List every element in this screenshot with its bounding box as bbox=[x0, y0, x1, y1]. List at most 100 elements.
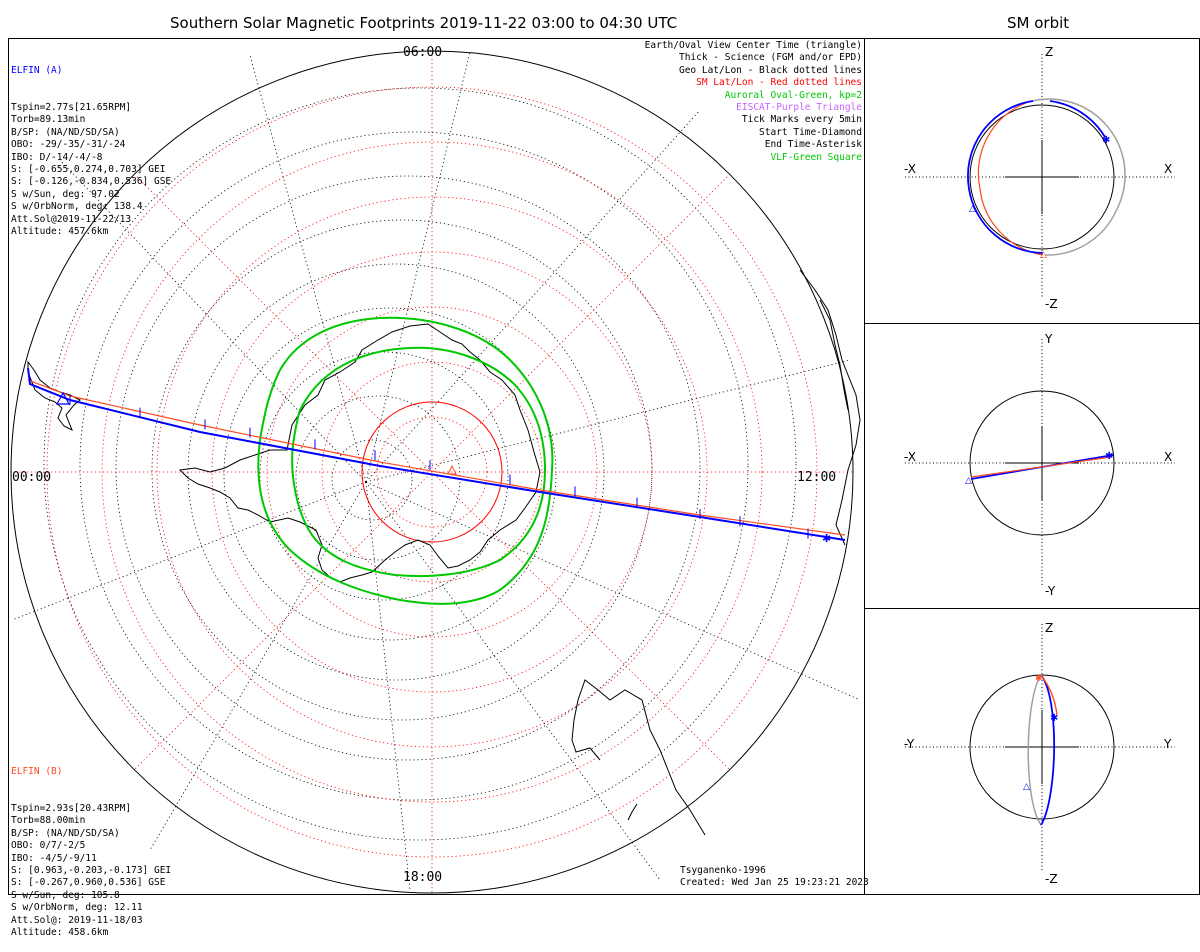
probe-b-lines: Tspin=2.93s[20.43RPM] Torb=88.00min B/SP: … bbox=[11, 803, 171, 939]
legend-entry: Earth/Oval View Center Time (triangle) bbox=[644, 40, 862, 51]
info-line: S w/OrbNorm, deg: 138.4 bbox=[11, 201, 143, 213]
legend-entry: Start Time-Diamond bbox=[759, 126, 862, 138]
panel1-top-label: Z bbox=[1045, 45, 1054, 59]
start-marker: △ bbox=[965, 476, 972, 486]
geo-meridian bbox=[365, 481, 411, 891]
end-asterisk: ✱ bbox=[822, 532, 831, 545]
info-line: S: [-0.655,0.274,0.703] GEI bbox=[11, 164, 166, 176]
sm-lat-circle bbox=[266, 306, 598, 638]
info-line: S: [-0.126,-0.834,0.536] GSE bbox=[11, 176, 172, 188]
geo-meridian bbox=[365, 481, 661, 881]
view-center-triangle bbox=[447, 464, 457, 475]
mlt-label-left: 00:00 bbox=[12, 470, 52, 485]
orbit-b bbox=[970, 456, 1112, 478]
earth-circle bbox=[969, 104, 1115, 250]
mlt-label-top: 06:00 bbox=[403, 45, 443, 60]
orbit-b-marker: △ bbox=[1040, 250, 1047, 260]
orbit-back bbox=[1027, 674, 1042, 826]
orbit-panel-xz: △ △ ✱ bbox=[905, 54, 1175, 299]
legend-entry: EISCAT-Purple Triangle bbox=[736, 102, 862, 114]
sm-lat-circle bbox=[321, 361, 543, 583]
legend: Earth/Oval View Center Time (triangle) Th… bbox=[645, 40, 862, 164]
geo-meridian bbox=[365, 481, 861, 701]
sm-pole-circle bbox=[361, 401, 503, 543]
info-line: Att.Sol@: 2019-11-18/03 bbox=[11, 914, 143, 926]
antarctica-coast bbox=[178, 323, 541, 583]
orbit-title: SM orbit bbox=[1007, 14, 1070, 32]
orbit-panel-xy: ✱ △ bbox=[905, 339, 1175, 587]
panel2-right-label: X bbox=[1164, 450, 1173, 464]
legend-entry: VLF-Green Square bbox=[770, 151, 862, 163]
info-line: IBO: -4/5/-9/11 bbox=[11, 852, 97, 864]
legend-entry: Geo Lat/Lon - Black dotted lines bbox=[678, 64, 862, 76]
orbit-back bbox=[1027, 98, 1126, 256]
end-marker: ✱ bbox=[1105, 451, 1113, 462]
orbit-a-marker: △ bbox=[969, 204, 976, 214]
orbit-b bbox=[977, 101, 1044, 256]
start-marker: △ bbox=[1023, 782, 1030, 792]
footprint-tracks: ✱ bbox=[27, 367, 846, 545]
panel1-right-label: X bbox=[1164, 162, 1173, 176]
info-line: Tspin=2.77s[21.65RPM] bbox=[11, 102, 132, 114]
legend-entry: Thick - Science (FGM and/or EPD) bbox=[678, 52, 862, 64]
info-line: S: [-0.267,0.960,0.536] GSE bbox=[11, 877, 166, 889]
geo-lat-circle bbox=[223, 307, 557, 641]
main-title: Southern Solar Magnetic Footprints 2019-… bbox=[170, 14, 678, 32]
legend-entry: Auroral Oval-Green, kp=2 bbox=[724, 89, 862, 101]
orbit-b-marker: ✱ bbox=[1035, 674, 1043, 684]
info-line: Altitude: 458.6km bbox=[11, 927, 109, 939]
geo-lat-circle bbox=[43, 87, 797, 841]
info-line: B/SP: (NA/ND/SD/SA) bbox=[11, 827, 120, 839]
auroral-oval bbox=[257, 316, 554, 605]
created-label: Created: Wed Jan 25 19:23:21 2023 bbox=[680, 877, 869, 888]
info-line: Att.Sol@2019-11-22/13 bbox=[11, 213, 132, 225]
panel3-left-label: -Y bbox=[904, 737, 915, 751]
orbit-b bbox=[1040, 674, 1058, 716]
panel1-left-label: -X bbox=[904, 162, 916, 176]
geo-meridian bbox=[11, 481, 367, 621]
geo-meridian bbox=[249, 54, 367, 483]
legend-entry: End Time-Asterisk bbox=[764, 139, 862, 151]
geo-lat-circle bbox=[331, 439, 413, 521]
coastlines bbox=[27, 269, 861, 836]
geo-meridian bbox=[365, 359, 851, 483]
info-line: OBO: -29/-35/-31/-24 bbox=[11, 139, 126, 151]
model-label: Tsyganenko-1996 bbox=[680, 865, 766, 876]
panel3-top-label: Z bbox=[1045, 621, 1054, 635]
panel3-bottom-label: -Z bbox=[1045, 872, 1058, 886]
info-line: Torb=88.00min bbox=[11, 815, 86, 827]
sm-meridian bbox=[133, 173, 731, 771]
info-line: Altitude: 457.6km bbox=[11, 226, 109, 238]
panel2-top-label: Y bbox=[1045, 332, 1053, 346]
orbit-a bbox=[1049, 100, 1106, 138]
info-line: Torb=89.13min bbox=[11, 114, 86, 126]
track-elfin-b bbox=[27, 379, 846, 536]
geo-meridian bbox=[149, 481, 367, 851]
geo-lat-circle bbox=[79, 131, 749, 801]
probe-b-name: ELFIN (B) bbox=[11, 765, 63, 777]
probe-b-info: ELFIN (B) Tspin=2.93s[20.43RPM] Torb=88.0… bbox=[11, 741, 171, 952]
track-elfin-a bbox=[27, 367, 846, 541]
auroral-oval-inner bbox=[291, 346, 547, 578]
info-line: S w/OrbNorm, deg: 12.11 bbox=[11, 902, 143, 914]
probe-a-name: ELFIN (A) bbox=[11, 64, 63, 76]
legend-entry: SM Lat/Lon - Red dotted lines bbox=[696, 77, 862, 89]
orbit-panel-yz: ✱ △ ✱ bbox=[905, 624, 1175, 871]
new-zealand-coast bbox=[627, 803, 638, 821]
info-line: OBO: 0/7/-2/5 bbox=[11, 840, 86, 852]
geo-lat-circle bbox=[295, 395, 461, 561]
panel3-right-label: Y bbox=[1164, 737, 1172, 751]
geo-meridian bbox=[365, 109, 701, 483]
info-line: S: [0.963,-0.203,-0.173] GEI bbox=[11, 865, 172, 877]
probe-a-info: ELFIN (A) Tspin=2.77s[21.65RPM] Torb=89.1… bbox=[11, 40, 171, 251]
probe-a-lines: Tspin=2.77s[21.65RPM] Torb=89.13min B/SP: … bbox=[11, 102, 171, 238]
mlt-label-right: 12:00 bbox=[797, 470, 837, 485]
auroral-oval-outer bbox=[257, 316, 554, 605]
africa-coast bbox=[799, 269, 861, 546]
panel2-bottom-label: -Y bbox=[1045, 584, 1056, 598]
geo-meridian bbox=[365, 51, 471, 483]
orbit-a bbox=[1040, 674, 1056, 826]
australia-coast bbox=[571, 679, 706, 836]
info-line: S w/Sun, deg: 105.8 bbox=[11, 889, 120, 901]
panel1-bottom-label: -Z bbox=[1045, 297, 1058, 311]
